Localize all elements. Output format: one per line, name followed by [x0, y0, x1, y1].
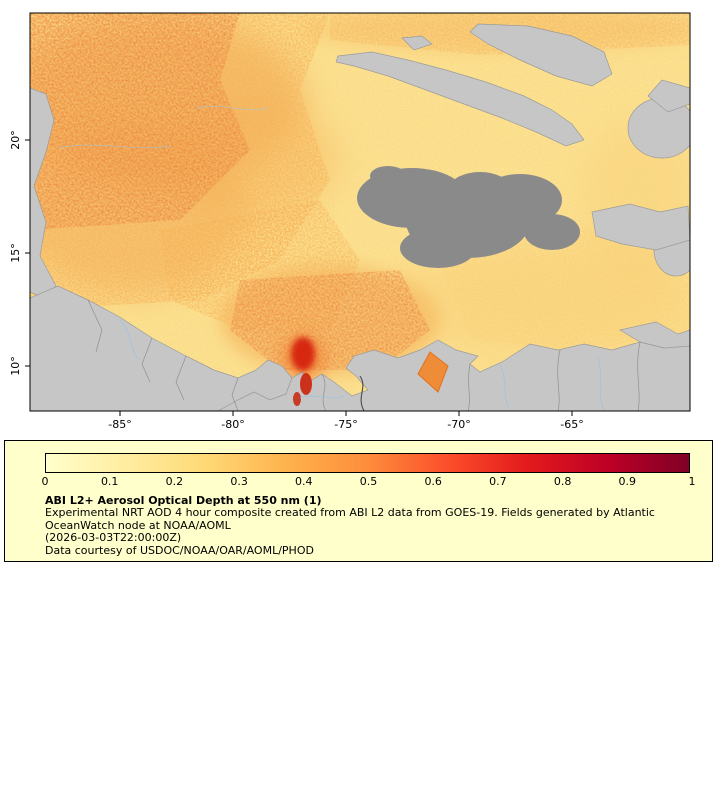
colorbar-tick-labels: 0 0.1 0.2 0.3 0.4 0.5 0.6 0.7 0.8 0.9 1 — [41, 475, 696, 490]
right-edge-land-2 — [647, 79, 690, 113]
aod-hotspot-layer — [291, 337, 449, 406]
colorbar-tick: 1 — [688, 475, 696, 488]
colorbar-tick: 0.3 — [230, 475, 248, 488]
colorbar — [45, 453, 690, 473]
x-tick-label: -80° — [221, 418, 244, 431]
x-tick-label: -70° — [447, 418, 470, 431]
colorbar-tick: 0.8 — [553, 475, 572, 488]
legend-title: ABI L2+ Aerosol Optical Depth at 550 nm … — [45, 494, 322, 507]
plot-frame — [29, 12, 691, 412]
y-tick-label: 20° — [9, 130, 22, 150]
y-tick-label: 10° — [9, 356, 22, 376]
colorbar-tick: 0.1 — [100, 475, 119, 488]
land-layer — [30, 23, 690, 411]
map-data-layer — [30, 13, 690, 411]
cuba-land — [335, 51, 585, 147]
y-tick-label: 15° — [9, 243, 22, 263]
islet-land — [401, 35, 433, 51]
south-america-land — [217, 339, 690, 411]
map-figure: -85° -80° -75° -70° -65° 20° 15° 10° — [9, 12, 691, 431]
colorbar-tick: 0.4 — [295, 475, 313, 488]
legend-credit: Data courtesy of USDOC/NOAA/OAR/AOML/PHO… — [45, 543, 314, 557]
venezuela-aod-patch — [417, 351, 449, 393]
colorbar-tick: 0.9 — [618, 475, 637, 488]
hispaniola-land — [591, 203, 690, 251]
colorbar-tick: 0.6 — [424, 475, 442, 488]
boundary-layer — [87, 299, 641, 411]
legend-description: Experimental NRT AOD 4 hour composite cr… — [45, 506, 655, 532]
x-tick-label: -75° — [334, 418, 357, 431]
bottom-right-land — [619, 321, 690, 349]
x-tick-label: -85° — [108, 418, 131, 431]
x-tick-label: -65° — [560, 418, 583, 431]
colorbar-tick: 0.7 — [489, 475, 507, 488]
y-axis: 20° 15° 10° — [9, 130, 30, 376]
colorbar-tick: 0 — [41, 475, 49, 488]
x-axis: -85° -80° -75° -70° -65° — [108, 411, 584, 431]
colorbar-tick: 0.2 — [165, 475, 184, 488]
legend-timestamp: (2026-03-03T22:00:00Z) — [45, 531, 182, 544]
legend-panel: 0 0.1 0.2 0.3 0.4 0.5 0.6 0.7 0.8 0.9 1 … — [4, 440, 713, 562]
colorbar-tick: 0.5 — [359, 475, 378, 488]
missing-data-layer — [357, 166, 580, 268]
bahamas-land — [469, 23, 613, 87]
aod-map: -85° -80° -75° -70° -65° 20° 15° 10° — [9, 12, 691, 431]
river-layer — [57, 105, 605, 411]
